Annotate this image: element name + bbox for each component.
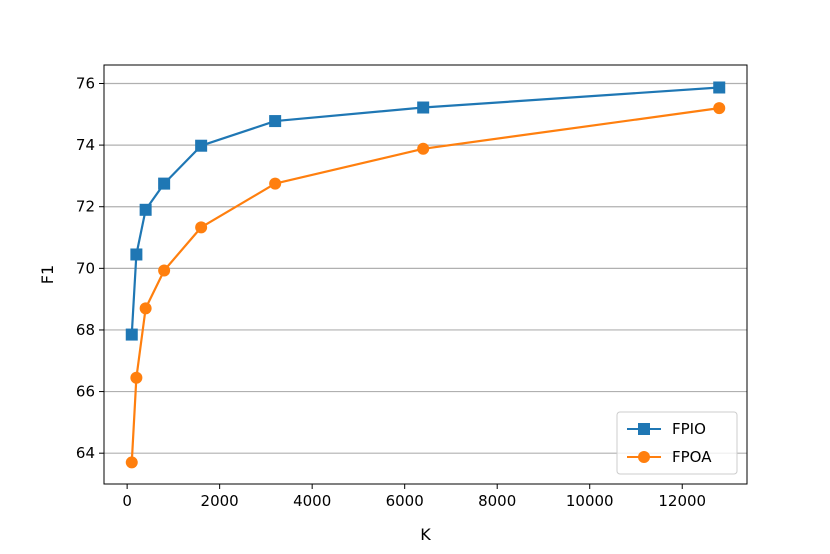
x-tick-label-4000: 4000: [293, 492, 331, 510]
legend-item-fpoa: FPOA: [627, 448, 712, 466]
data-point-fpoa-6: [417, 142, 430, 155]
x-tick-label-10000: 10000: [566, 492, 614, 510]
data-point-fpio-3: [158, 177, 171, 190]
legend-marker-fpio: [638, 423, 650, 435]
x-axis-label: K: [420, 525, 431, 544]
series-fpio: [125, 81, 726, 341]
x-tick-label-6000: 6000: [386, 492, 424, 510]
legend-label-fpoa: FPOA: [672, 448, 712, 466]
legend-marker-fpoa: [638, 451, 650, 463]
plot-frame: [103, 64, 748, 485]
ticks: 64 66 68 70 72 74 76 0 2000 4000 6000 8000 10000 1200…: [76, 74, 706, 510]
legend-item-fpio: FPIO: [627, 420, 706, 438]
y-tick-label-76: 76: [76, 74, 95, 92]
data-point-fpio-4: [195, 139, 208, 152]
legend-label-fpio: FPIO: [672, 420, 706, 438]
data-point-fpio-2: [139, 203, 152, 216]
data-point-fpoa-1: [130, 371, 143, 384]
data-point-fpoa-5: [269, 177, 282, 190]
series-line-fpoa: [130, 107, 720, 463]
y-tick-label-68: 68: [76, 321, 95, 339]
axes: [103, 64, 748, 485]
x-tick-label-0: 0: [122, 492, 132, 510]
y-tick-label-64: 64: [76, 444, 95, 462]
data-point-fpio-6: [417, 101, 430, 114]
data-point-fpoa-2: [139, 302, 152, 315]
data-point-fpoa-3: [158, 264, 171, 277]
y-tick-label-66: 66: [76, 383, 95, 401]
x-tick-label-2000: 2000: [201, 492, 239, 510]
series-fpoa: [125, 102, 726, 469]
y-axis-label: F1: [38, 265, 57, 284]
data-point-fpio-7: [713, 81, 726, 94]
y-tick-label-72: 72: [76, 198, 95, 216]
data-point-fpoa-7: [713, 102, 726, 115]
data-point-fpoa-4: [195, 221, 208, 234]
data-point-fpio-1: [130, 248, 143, 261]
y-tick-label-70: 70: [76, 259, 95, 277]
data-point-fpio-5: [269, 115, 282, 128]
y-tick-label-74: 74: [76, 136, 95, 154]
series-layer: [125, 81, 726, 469]
data-point-fpio-0: [125, 328, 138, 341]
data-point-fpoa-0: [125, 456, 138, 469]
legend: FPIO FPOA: [616, 411, 738, 475]
x-tick-label-12000: 12000: [658, 492, 706, 510]
x-tick-label-8000: 8000: [478, 492, 516, 510]
series-line-fpio: [130, 86, 720, 335]
